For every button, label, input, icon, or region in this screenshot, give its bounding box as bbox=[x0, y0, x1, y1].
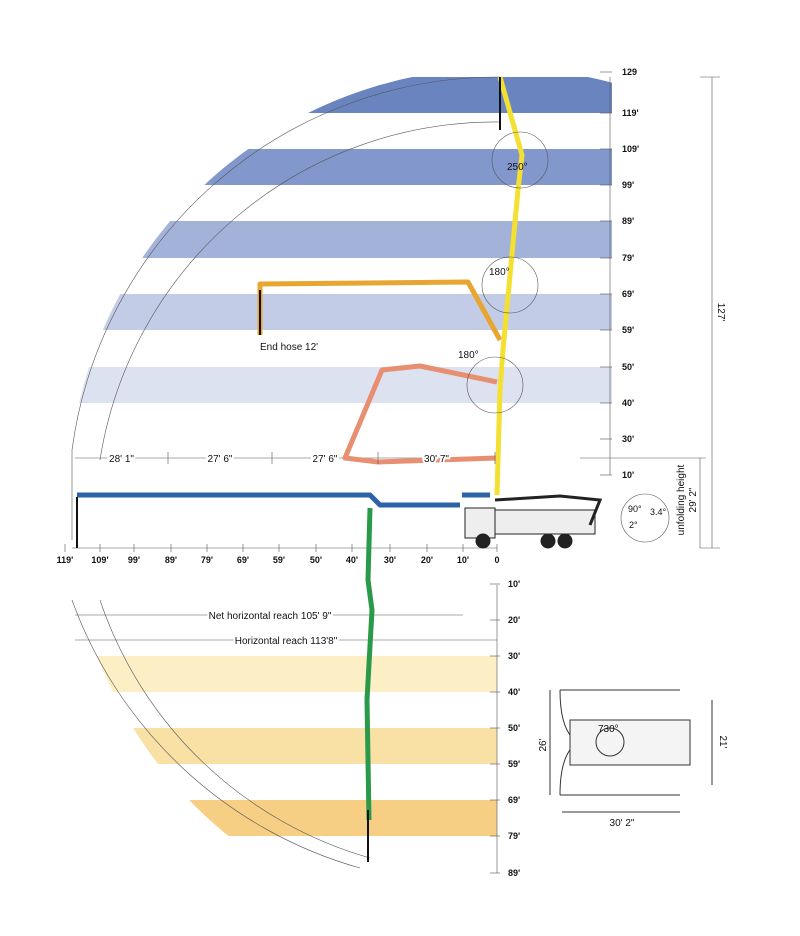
net-reach: Net horizontal reach 105' 9" bbox=[209, 611, 332, 622]
axis-label: 10' bbox=[457, 555, 469, 565]
scale-label: 10' bbox=[622, 470, 634, 480]
section-length: 27' 6" bbox=[313, 454, 338, 465]
axis-label: 40' bbox=[346, 555, 358, 565]
axis-label: 50' bbox=[310, 555, 322, 565]
zone bbox=[68, 294, 612, 330]
joint-angle: 250° bbox=[507, 162, 528, 173]
scale-label: 40' bbox=[508, 687, 520, 697]
booms bbox=[76, 76, 525, 862]
zone bbox=[68, 656, 497, 692]
total-height: 127' bbox=[715, 303, 726, 322]
scale-label: 99' bbox=[622, 180, 634, 190]
scale-label: 59' bbox=[622, 325, 634, 335]
axis-label: 59' bbox=[273, 555, 285, 565]
section-length: 30' 7" bbox=[424, 454, 449, 465]
zone bbox=[68, 221, 612, 258]
outrigger-angle: 2° bbox=[629, 520, 638, 530]
scale-label: 129 bbox=[622, 67, 637, 77]
scale-label: 89' bbox=[622, 216, 634, 226]
unfolding-height-label: unfolding height bbox=[676, 464, 687, 535]
plan-length: 30' 2" bbox=[610, 818, 635, 829]
front-spread: 26' bbox=[538, 738, 549, 751]
scale-label: 50' bbox=[508, 723, 520, 733]
joint-angle: 180° bbox=[489, 267, 510, 278]
rear-spread: 21' bbox=[717, 735, 728, 748]
reach-arcs bbox=[71, 76, 501, 869]
end-hose: End hose 12' bbox=[260, 342, 318, 353]
scale-label: 10' bbox=[508, 579, 520, 589]
axis-label: 119' bbox=[57, 555, 74, 565]
zone bbox=[68, 800, 497, 836]
axis-label: 20' bbox=[421, 555, 433, 565]
scale-label: 69' bbox=[508, 795, 520, 805]
scale-label: 30' bbox=[508, 651, 520, 661]
zone bbox=[68, 149, 612, 185]
plan-view bbox=[549, 689, 713, 813]
scale-label: 79' bbox=[622, 253, 634, 263]
zone bbox=[68, 728, 497, 764]
angle-arcs bbox=[466, 131, 670, 543]
axis-label: 109' bbox=[91, 555, 108, 565]
joint-angle: 180° bbox=[458, 350, 479, 361]
outrigger-angle: 90° bbox=[628, 504, 642, 514]
scale-label: 119' bbox=[622, 108, 639, 118]
axis-label: 79' bbox=[201, 555, 213, 565]
slew-angle: 730° bbox=[598, 724, 619, 735]
axis-label: 30' bbox=[384, 555, 396, 565]
axis-label: 0 bbox=[494, 555, 499, 565]
zone bbox=[68, 77, 612, 113]
outrigger-angle: 3.4° bbox=[650, 507, 667, 517]
reach: Horizontal reach 113'8" bbox=[235, 636, 338, 647]
truck bbox=[464, 494, 603, 549]
section-length: 28' 1" bbox=[109, 454, 134, 465]
scale-label: 79' bbox=[508, 831, 520, 841]
scale-label: 20' bbox=[508, 615, 520, 625]
section-length: 27' 6" bbox=[208, 454, 233, 465]
axis-label: 69' bbox=[237, 555, 249, 565]
zone bbox=[68, 367, 612, 403]
scale-label: 59' bbox=[508, 759, 520, 769]
scale-label: 89' bbox=[508, 868, 520, 878]
axis-label: 99' bbox=[128, 555, 140, 565]
scale-label: 69' bbox=[622, 289, 634, 299]
scale-label: 50' bbox=[622, 362, 634, 372]
unfolding-height: 29' 2" bbox=[688, 487, 699, 512]
scale-label: 40' bbox=[622, 398, 634, 408]
scale-label: 30' bbox=[622, 434, 634, 444]
axis-label: 89' bbox=[165, 555, 177, 565]
scale-label: 109' bbox=[622, 144, 639, 154]
